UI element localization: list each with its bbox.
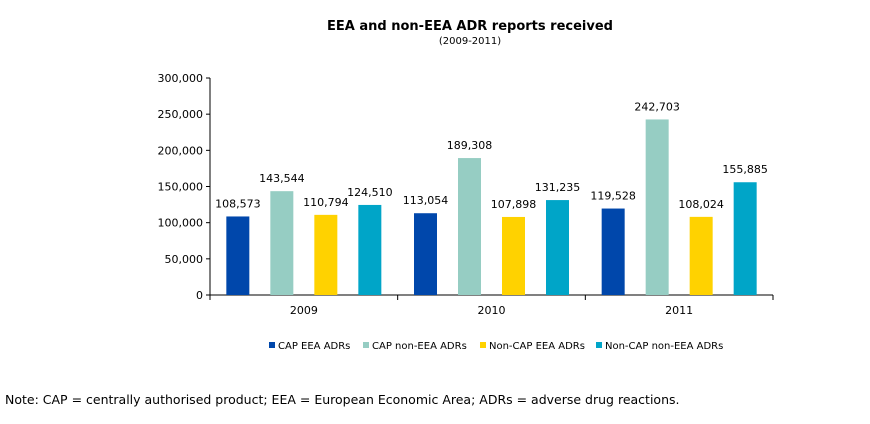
legend-label: Non-CAP non-EEA ADRs	[605, 341, 723, 352]
data-label: 155,885	[722, 163, 768, 176]
y-tick-label: 250,000	[158, 108, 204, 121]
x-category-label: 2009	[290, 304, 318, 317]
chart-title: EEA and non-EEA ADR reports received	[327, 19, 613, 34]
legend-label: Non-CAP EEA ADRs	[489, 341, 585, 352]
bar	[226, 216, 250, 295]
data-label: 107,898	[491, 198, 537, 211]
legend-swatch	[480, 342, 486, 348]
bar	[502, 216, 525, 295]
data-label: 189,308	[447, 139, 493, 152]
legend-swatch	[596, 342, 602, 348]
legend-swatch	[269, 342, 275, 348]
bar	[733, 182, 757, 295]
y-tick-label: 50,000	[165, 253, 204, 266]
bar	[458, 158, 481, 295]
data-label: 119,528	[590, 190, 636, 203]
legend-label: CAP EEA ADRs	[278, 341, 350, 352]
data-label: 124,510	[347, 186, 393, 199]
footnote: Note: CAP = centrally authorised product…	[5, 392, 680, 407]
data-label: 143,544	[259, 172, 305, 185]
data-label: 110,794	[303, 196, 349, 209]
bar	[546, 200, 569, 295]
x-category-label: 2011	[665, 304, 693, 317]
x-category-label: 2010	[478, 304, 506, 317]
chart-subtitle: (2009-2011)	[439, 36, 501, 47]
bar	[358, 204, 382, 295]
bar	[601, 208, 625, 295]
bar	[314, 214, 338, 295]
y-tick-label: 200,000	[158, 144, 204, 157]
y-tick-label: 100,000	[158, 217, 204, 230]
y-axis: 0 50,000 100,000 150,000 200,000 250,000 300,0…	[158, 72, 211, 302]
legend-label: CAP non-EEA ADRs	[372, 341, 467, 352]
bar-chart: EEA and non-EEA ADR reports received (20…	[158, 19, 774, 352]
legend: CAP EEA ADRs CAP non-EEA ADRs Non-CAP EEA …	[269, 341, 723, 352]
bar	[414, 213, 437, 295]
bar	[645, 119, 669, 296]
data-label: 108,024	[678, 198, 724, 211]
data-label: 242,703	[634, 100, 680, 113]
bar	[689, 216, 713, 295]
y-tick-label: 0	[196, 289, 203, 302]
data-label: 108,573	[215, 197, 261, 210]
data-label: 131,235	[535, 181, 581, 194]
y-tick-label: 150,000	[158, 181, 204, 194]
y-tick-label: 300,000	[158, 72, 204, 85]
data-label: 113,054	[403, 194, 449, 207]
bar	[270, 191, 294, 295]
legend-swatch	[363, 342, 369, 348]
x-axis: 2009 2010 2011	[209, 294, 774, 317]
